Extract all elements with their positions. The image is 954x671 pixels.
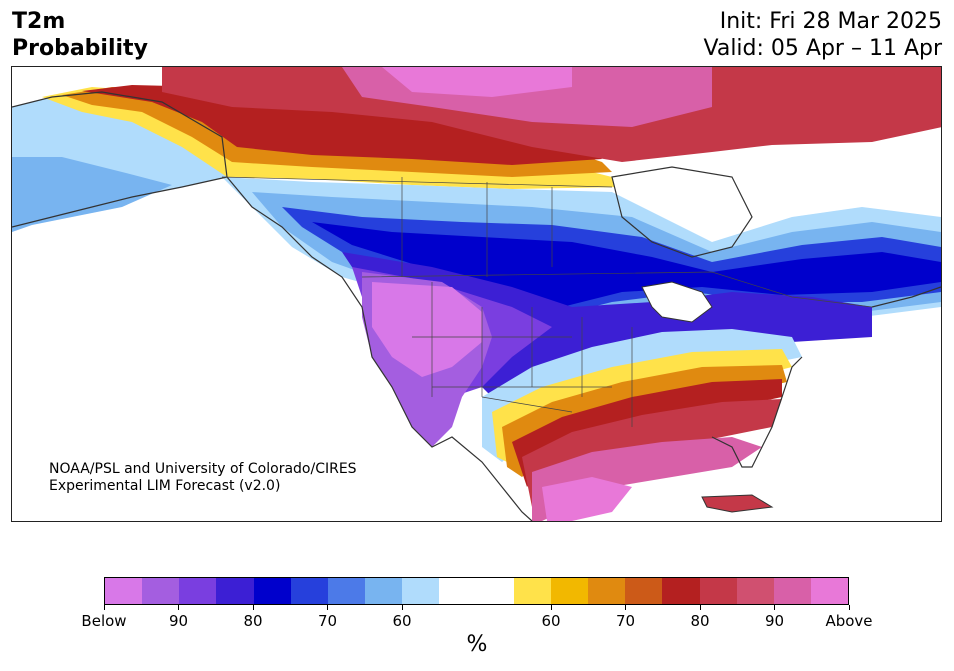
colorbar-segment bbox=[290, 578, 328, 604]
political-borders bbox=[221, 176, 873, 427]
credit-line-2: Experimental LIM Forecast (v2.0) bbox=[49, 478, 281, 494]
map-canvas bbox=[12, 67, 941, 521]
great-lakes bbox=[641, 281, 713, 323]
colorbar-tickmark bbox=[401, 605, 403, 610]
colorbar-tickmark bbox=[699, 605, 701, 610]
colorbar-tick-label: 90 bbox=[168, 612, 189, 630]
colorbar-segment bbox=[513, 578, 551, 604]
colorbar-segment bbox=[810, 578, 849, 604]
colorbar-segment bbox=[625, 578, 663, 604]
credit-line-1: NOAA/PSL and University of Colorado/CIRE… bbox=[49, 461, 357, 477]
region-mexico-magenta bbox=[542, 477, 632, 521]
title-line-1: T2m bbox=[12, 9, 66, 34]
region-canada-darkred bbox=[82, 85, 602, 165]
colorbar-segment bbox=[179, 578, 217, 604]
colorbar-tickmark bbox=[252, 605, 254, 610]
title-line-2: Probability bbox=[12, 36, 148, 61]
colorbar-tick-label: Above bbox=[825, 612, 873, 630]
colorbar-segment bbox=[699, 578, 737, 604]
colorbar-tickmark bbox=[550, 605, 552, 610]
colorbar-tick-label: 70 bbox=[615, 612, 636, 630]
colorbar-tickmark bbox=[178, 605, 179, 610]
colorbar-segment bbox=[402, 578, 440, 604]
region-canada-darkblue bbox=[312, 222, 941, 307]
colorbar-tick-label: 60 bbox=[541, 612, 561, 630]
colorbar-segment bbox=[476, 578, 514, 604]
map-credit: NOAA/PSL and University of Colorado/CIRE… bbox=[49, 461, 357, 495]
colorbar-tickmark bbox=[774, 605, 775, 610]
colorbar-segment bbox=[253, 578, 291, 604]
coastlines bbox=[12, 91, 941, 521]
colorbar-unit: % bbox=[466, 632, 488, 657]
colorbar-segment bbox=[550, 578, 589, 604]
colorbar-segment bbox=[736, 578, 774, 604]
date-info: Init: Fri 28 Mar 2025 Valid: 05 Apr – 11… bbox=[704, 8, 943, 62]
colorbar-segment bbox=[216, 578, 254, 604]
region-cuba bbox=[701, 494, 774, 513]
region-arctic-magenta bbox=[382, 67, 572, 97]
colorbar-segment bbox=[773, 578, 811, 604]
region-west-lilac bbox=[372, 282, 482, 377]
colorbar-tick-label: 60 bbox=[392, 612, 412, 630]
colorbar-tick-label: 80 bbox=[690, 612, 710, 630]
colorbar-tickmark bbox=[848, 605, 850, 610]
colorbar-tick-label: 80 bbox=[243, 612, 263, 630]
colorbar-tick-label: 90 bbox=[764, 612, 785, 630]
colorbar-tick-label: 70 bbox=[317, 612, 338, 630]
colorbar-segment bbox=[142, 578, 180, 604]
colorbar-segment bbox=[365, 578, 403, 604]
region-se-red bbox=[522, 399, 782, 507]
colorbar-tickmark bbox=[103, 605, 105, 610]
colorbar-tickmark bbox=[327, 605, 328, 610]
colorbar bbox=[104, 577, 849, 605]
colorbar-segment bbox=[105, 578, 143, 604]
colorbar-segment bbox=[588, 578, 626, 604]
region-alaska-blue bbox=[12, 157, 172, 232]
valid-range: Valid: 05 Apr – 11 Apr bbox=[703, 36, 943, 61]
probability-map bbox=[11, 66, 942, 522]
region-se-pink bbox=[532, 437, 762, 521]
chart-title: T2m Probability bbox=[12, 8, 148, 62]
colorbar-tickmark bbox=[625, 605, 626, 610]
colorbar-segment bbox=[327, 578, 366, 604]
init-date: Init: Fri 28 Mar 2025 bbox=[719, 9, 942, 34]
colorbar-segment bbox=[662, 578, 700, 604]
colorbar-tick-label: Below bbox=[81, 612, 127, 630]
colorbar-segment bbox=[439, 578, 477, 604]
